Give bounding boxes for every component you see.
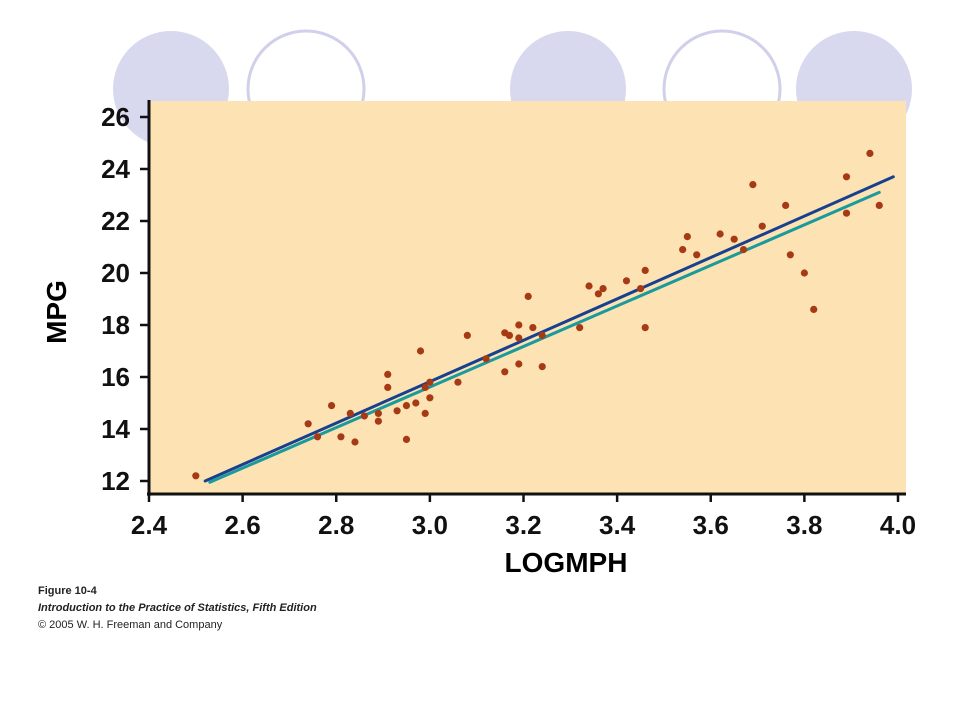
y-tick-label: 16 xyxy=(101,362,130,392)
data-point xyxy=(304,420,312,428)
data-point xyxy=(346,409,354,417)
x-tick-label: 2.4 xyxy=(131,510,168,540)
data-point xyxy=(426,394,434,402)
book-title: Introduction to the Practice of Statisti… xyxy=(38,602,317,614)
data-point xyxy=(524,292,532,300)
data-point xyxy=(683,233,691,241)
x-tick-label: 3.4 xyxy=(599,510,636,540)
data-point xyxy=(463,331,471,339)
data-point xyxy=(641,324,649,332)
data-point xyxy=(360,412,368,420)
data-point xyxy=(384,370,392,378)
data-point xyxy=(313,433,322,441)
y-tick-label: 14 xyxy=(101,414,130,444)
data-point xyxy=(501,368,509,376)
data-point xyxy=(374,409,382,417)
x-axis-title: LOGMPH xyxy=(505,547,628,578)
data-point xyxy=(416,347,425,355)
data-point xyxy=(622,277,631,285)
y-tick-label: 12 xyxy=(101,466,130,496)
data-point xyxy=(636,285,645,293)
data-point xyxy=(585,282,593,290)
x-tick-label: 3.6 xyxy=(693,510,729,540)
data-point xyxy=(515,321,523,329)
axes: 2.4 2.6 2.8 3.0 3.2 3.4 3.6 3.8 4.0 12 14 16 18 20 22 2… xyxy=(101,100,916,540)
data-point xyxy=(384,383,392,391)
data-point xyxy=(421,409,429,417)
x-tick-label: 3.0 xyxy=(412,510,448,540)
data-point xyxy=(327,402,336,410)
y-tick-label: 20 xyxy=(101,258,130,288)
x-tick-label: 4.0 xyxy=(880,510,916,540)
data-point xyxy=(716,230,724,238)
least-squares-line xyxy=(203,175,895,483)
y-tick-label: 24 xyxy=(101,154,130,184)
data-point xyxy=(875,201,883,209)
x-tick-label: 2.8 xyxy=(318,510,354,540)
data-point xyxy=(782,201,790,209)
data-point xyxy=(739,246,748,254)
data-point xyxy=(538,363,546,371)
data-point xyxy=(749,181,757,189)
data-point xyxy=(402,402,411,410)
y-tick-label: 22 xyxy=(101,206,130,236)
data-point xyxy=(842,173,851,181)
data-point xyxy=(538,331,546,339)
y-tick-label: 26 xyxy=(101,102,130,132)
data-point xyxy=(402,435,411,443)
data-point xyxy=(599,285,607,293)
data-point xyxy=(351,438,359,446)
data-points xyxy=(192,149,883,480)
data-point xyxy=(786,251,794,259)
data-point xyxy=(393,407,401,415)
data-point xyxy=(693,251,701,259)
data-point xyxy=(866,149,874,157)
data-point xyxy=(576,324,584,332)
data-point xyxy=(421,383,429,391)
data-point xyxy=(192,472,200,480)
data-point xyxy=(412,399,420,407)
data-point xyxy=(730,235,738,243)
data-point xyxy=(482,355,490,363)
x-tick-label: 2.6 xyxy=(225,510,261,540)
copyright-line: © 2005 W. H. Freeman and Company xyxy=(38,619,223,631)
data-point xyxy=(515,334,523,342)
data-point xyxy=(800,269,808,277)
data-point xyxy=(529,324,537,332)
data-point xyxy=(515,360,523,368)
data-point xyxy=(679,246,687,254)
data-point xyxy=(426,378,434,386)
x-tick-label: 3.8 xyxy=(786,510,822,540)
data-point xyxy=(842,209,851,217)
figure-number: Figure 10-4 xyxy=(38,585,97,597)
data-point xyxy=(454,378,462,386)
y-axis-title: MPG xyxy=(41,280,72,344)
data-point xyxy=(758,222,766,230)
y-tick-label: 18 xyxy=(101,310,130,340)
x-tick-label: 3.2 xyxy=(505,510,541,540)
data-point xyxy=(337,433,345,441)
data-point xyxy=(641,266,649,274)
data-point xyxy=(810,305,818,313)
data-point xyxy=(374,417,382,425)
data-point xyxy=(594,290,603,298)
data-point xyxy=(505,331,514,339)
